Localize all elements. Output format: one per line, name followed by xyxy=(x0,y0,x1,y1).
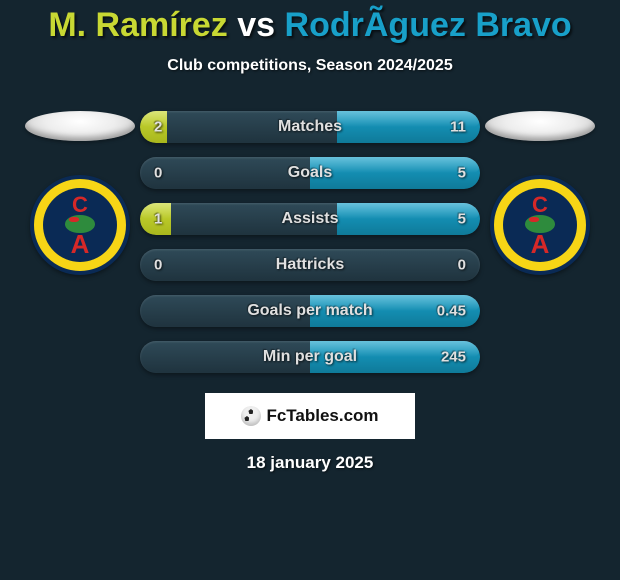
attribution-text: FcTables.com xyxy=(266,406,378,426)
stat-label: Matches xyxy=(278,118,342,136)
vs-label: vs xyxy=(237,6,275,44)
player2-club-logo: C A xyxy=(490,175,590,275)
stat-left-value: 0 xyxy=(154,257,162,274)
stat-right-value: 11 xyxy=(450,119,466,136)
stat-row: 1 5 Assists xyxy=(140,203,480,235)
stat-right-fill xyxy=(310,157,480,189)
comparison-subtitle: Club competitions, Season 2024/2025 xyxy=(0,57,620,75)
comparison-main: C A 2 11 Matches 0 5 Goals 1 5 Assists 0 0 Hattrick… xyxy=(0,111,620,373)
stat-label: Goals xyxy=(288,164,332,182)
soccer-ball-icon xyxy=(241,406,261,426)
club-logo-inner: C A xyxy=(43,188,117,262)
stat-label: Assists xyxy=(282,210,339,228)
right-player-column: C A xyxy=(480,111,600,275)
stat-label: Goals per match xyxy=(247,302,372,320)
stat-right-value: 5 xyxy=(458,211,466,228)
stat-row: 0.45 Goals per match xyxy=(140,295,480,327)
club-logo-letter-a: A xyxy=(71,234,90,254)
stat-row: 2 11 Matches xyxy=(140,111,480,143)
club-logo-globe-icon xyxy=(525,215,555,233)
left-player-column: C A xyxy=(20,111,140,275)
stat-left-value: 1 xyxy=(154,211,162,228)
stat-right-value: 0 xyxy=(458,257,466,274)
club-logo-globe-icon xyxy=(65,215,95,233)
stat-right-value: 5 xyxy=(458,165,466,182)
player1-name: M. Ramírez xyxy=(48,6,228,44)
stat-label: Min per goal xyxy=(263,348,357,366)
player1-club-logo: C A xyxy=(30,175,130,275)
stat-row: 245 Min per goal xyxy=(140,341,480,373)
club-logo-letter-a: A xyxy=(531,234,550,254)
player2-photo-placeholder xyxy=(485,111,595,141)
stat-right-value: 245 xyxy=(441,349,466,366)
attribution-badge: FcTables.com xyxy=(205,393,415,439)
player1-photo-placeholder xyxy=(25,111,135,141)
club-logo-letter-c: C xyxy=(532,196,548,214)
club-logo-letter-c: C xyxy=(72,196,88,214)
club-logo-inner: C A xyxy=(503,188,577,262)
comparison-title: M. Ramírez vs RodrÃ­guez Bravo xyxy=(0,0,620,45)
stat-row: 0 5 Goals xyxy=(140,157,480,189)
snapshot-date: 18 january 2025 xyxy=(0,453,620,473)
stat-row: 0 0 Hattricks xyxy=(140,249,480,281)
stat-left-value: 0 xyxy=(154,165,162,182)
stat-label: Hattricks xyxy=(276,256,344,274)
player2-name: RodrÃ­guez Bravo xyxy=(285,6,572,44)
stat-right-value: 0.45 xyxy=(437,303,466,320)
stat-bars: 2 11 Matches 0 5 Goals 1 5 Assists 0 0 Hattricks 0.4… xyxy=(140,111,480,373)
stat-left-value: 2 xyxy=(154,119,162,136)
